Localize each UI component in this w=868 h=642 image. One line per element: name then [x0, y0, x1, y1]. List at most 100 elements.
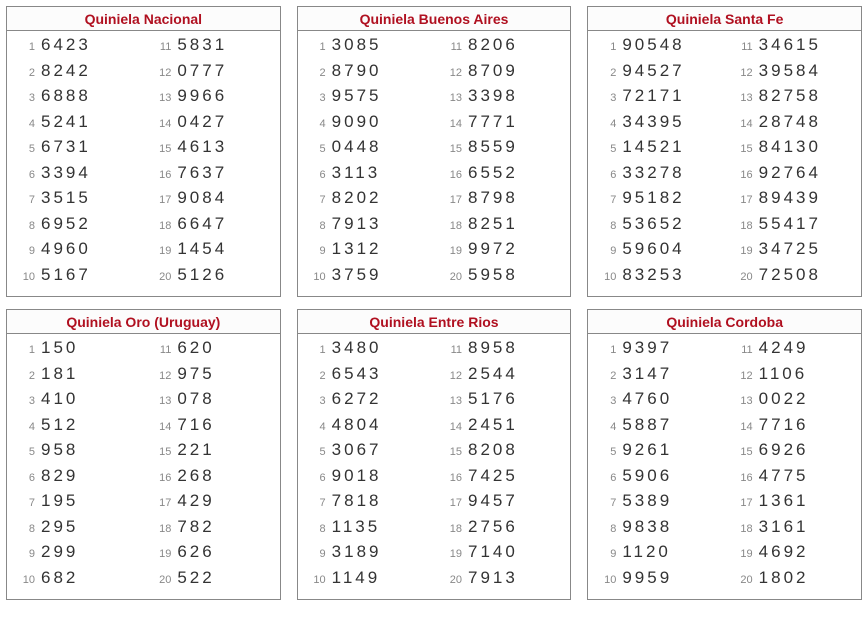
result-row: 199972	[444, 239, 564, 265]
result-row: 5958	[17, 440, 137, 466]
result-row: 8295	[17, 517, 137, 543]
result-row: 194692	[735, 542, 855, 568]
result-index: 15	[153, 143, 171, 155]
result-row: 75389	[598, 491, 718, 517]
result-index: 9	[17, 548, 35, 560]
results-column-right: 1182061287091333981477711585591665521787…	[434, 35, 570, 290]
result-value: 410	[41, 389, 78, 409]
result-index: 5	[17, 446, 35, 458]
result-row: 120777	[153, 61, 273, 87]
result-row: 14 7771	[444, 112, 564, 138]
result-value: 3515	[41, 188, 91, 208]
result-index: 10	[308, 271, 326, 283]
result-value: 9018	[332, 466, 382, 486]
result-index: 11	[153, 344, 171, 356]
result-value: 6552	[468, 163, 518, 183]
results-column-right: 1158311207771399661404271546131676371790…	[143, 35, 279, 290]
result-row: 10682	[17, 568, 137, 594]
result-value: 28748	[759, 112, 821, 132]
result-row: 1382758	[735, 86, 855, 112]
result-value: 8208	[468, 440, 518, 460]
result-row: 118958	[444, 338, 564, 364]
result-index: 10	[598, 574, 616, 586]
result-row: 15 4613	[153, 137, 273, 163]
result-row: 633278	[598, 163, 718, 189]
result-value: 7913	[332, 214, 382, 234]
result-index: 16	[735, 169, 753, 181]
result-value: 84130	[759, 137, 821, 157]
result-row: 514521	[598, 137, 718, 163]
result-index: 2	[308, 67, 326, 79]
panel-title: Quiniela Entre Rios	[298, 310, 571, 334]
result-row: 115831	[153, 35, 273, 61]
result-value: 4249	[759, 338, 809, 358]
result-index: 13	[735, 395, 753, 407]
result-value: 4613	[177, 137, 227, 157]
result-index: 3	[308, 395, 326, 407]
result-row: 6829	[17, 466, 137, 492]
result-row: 73515	[17, 188, 137, 214]
result-index: 16	[444, 472, 462, 484]
result-index: 6	[17, 472, 35, 484]
result-index: 18	[444, 523, 462, 535]
result-index: 11	[735, 344, 753, 356]
result-value: 078	[177, 389, 214, 409]
panel-title: Quiniela Buenos Aires	[298, 7, 571, 31]
result-index: 4	[17, 421, 35, 433]
results-column-left: 1905482945273721714343955145216332787951…	[588, 35, 724, 290]
result-index: 10	[598, 271, 616, 283]
result-row: 1134615	[735, 35, 855, 61]
result-index: 20	[735, 574, 753, 586]
result-value: 7637	[177, 163, 227, 183]
result-index: 16	[153, 169, 171, 181]
result-value: 716	[177, 415, 214, 435]
result-value: 33278	[622, 163, 684, 183]
result-row: 78202	[308, 188, 428, 214]
result-row: 34760	[598, 389, 718, 415]
result-row: 1428748	[735, 112, 855, 138]
result-index: 9	[308, 548, 326, 560]
result-value: 5176	[468, 389, 518, 409]
result-index: 13	[735, 92, 753, 104]
result-value: 39584	[759, 61, 821, 81]
result-row: 87913	[308, 214, 428, 240]
result-row: 16268	[153, 466, 273, 492]
result-index: 19	[735, 245, 753, 257]
result-row: 11620	[153, 338, 273, 364]
result-row: 142451	[444, 415, 564, 441]
result-value: 150	[41, 338, 78, 358]
result-index: 4	[308, 118, 326, 130]
result-index: 18	[735, 220, 753, 232]
result-row: 434395	[598, 112, 718, 138]
result-value: 0777	[177, 61, 227, 81]
result-row: 3410	[17, 389, 137, 415]
result-index: 10	[17, 271, 35, 283]
result-row: 164775	[735, 466, 855, 492]
result-row: 36272	[308, 389, 428, 415]
result-value: 7913	[468, 568, 518, 588]
result-value: 7140	[468, 542, 518, 562]
result-index: 14	[444, 118, 462, 130]
result-value: 1120	[622, 542, 671, 562]
result-row: 23147	[598, 364, 718, 390]
result-value: 5906	[622, 466, 672, 486]
result-row: 94960	[17, 239, 137, 265]
result-row: 69018	[308, 466, 428, 492]
result-value: 975	[177, 364, 214, 384]
result-value: 9457	[468, 491, 518, 511]
result-value: 7771	[468, 112, 518, 132]
result-value: 1312	[332, 239, 382, 259]
results-column-right: 1189581225441351761424511582081674251794…	[434, 338, 570, 593]
result-value: 8790	[332, 61, 382, 81]
result-index: 7	[598, 194, 616, 206]
result-index: 13	[153, 395, 171, 407]
result-index: 18	[153, 523, 171, 535]
result-row: 14716	[153, 415, 273, 441]
result-index: 16	[153, 472, 171, 484]
result-row: 1150	[17, 338, 137, 364]
result-index: 17	[735, 497, 753, 509]
result-index: 18	[735, 523, 753, 535]
result-row: 188251	[444, 214, 564, 240]
result-index: 20	[444, 574, 462, 586]
result-value: 3759	[332, 265, 382, 285]
